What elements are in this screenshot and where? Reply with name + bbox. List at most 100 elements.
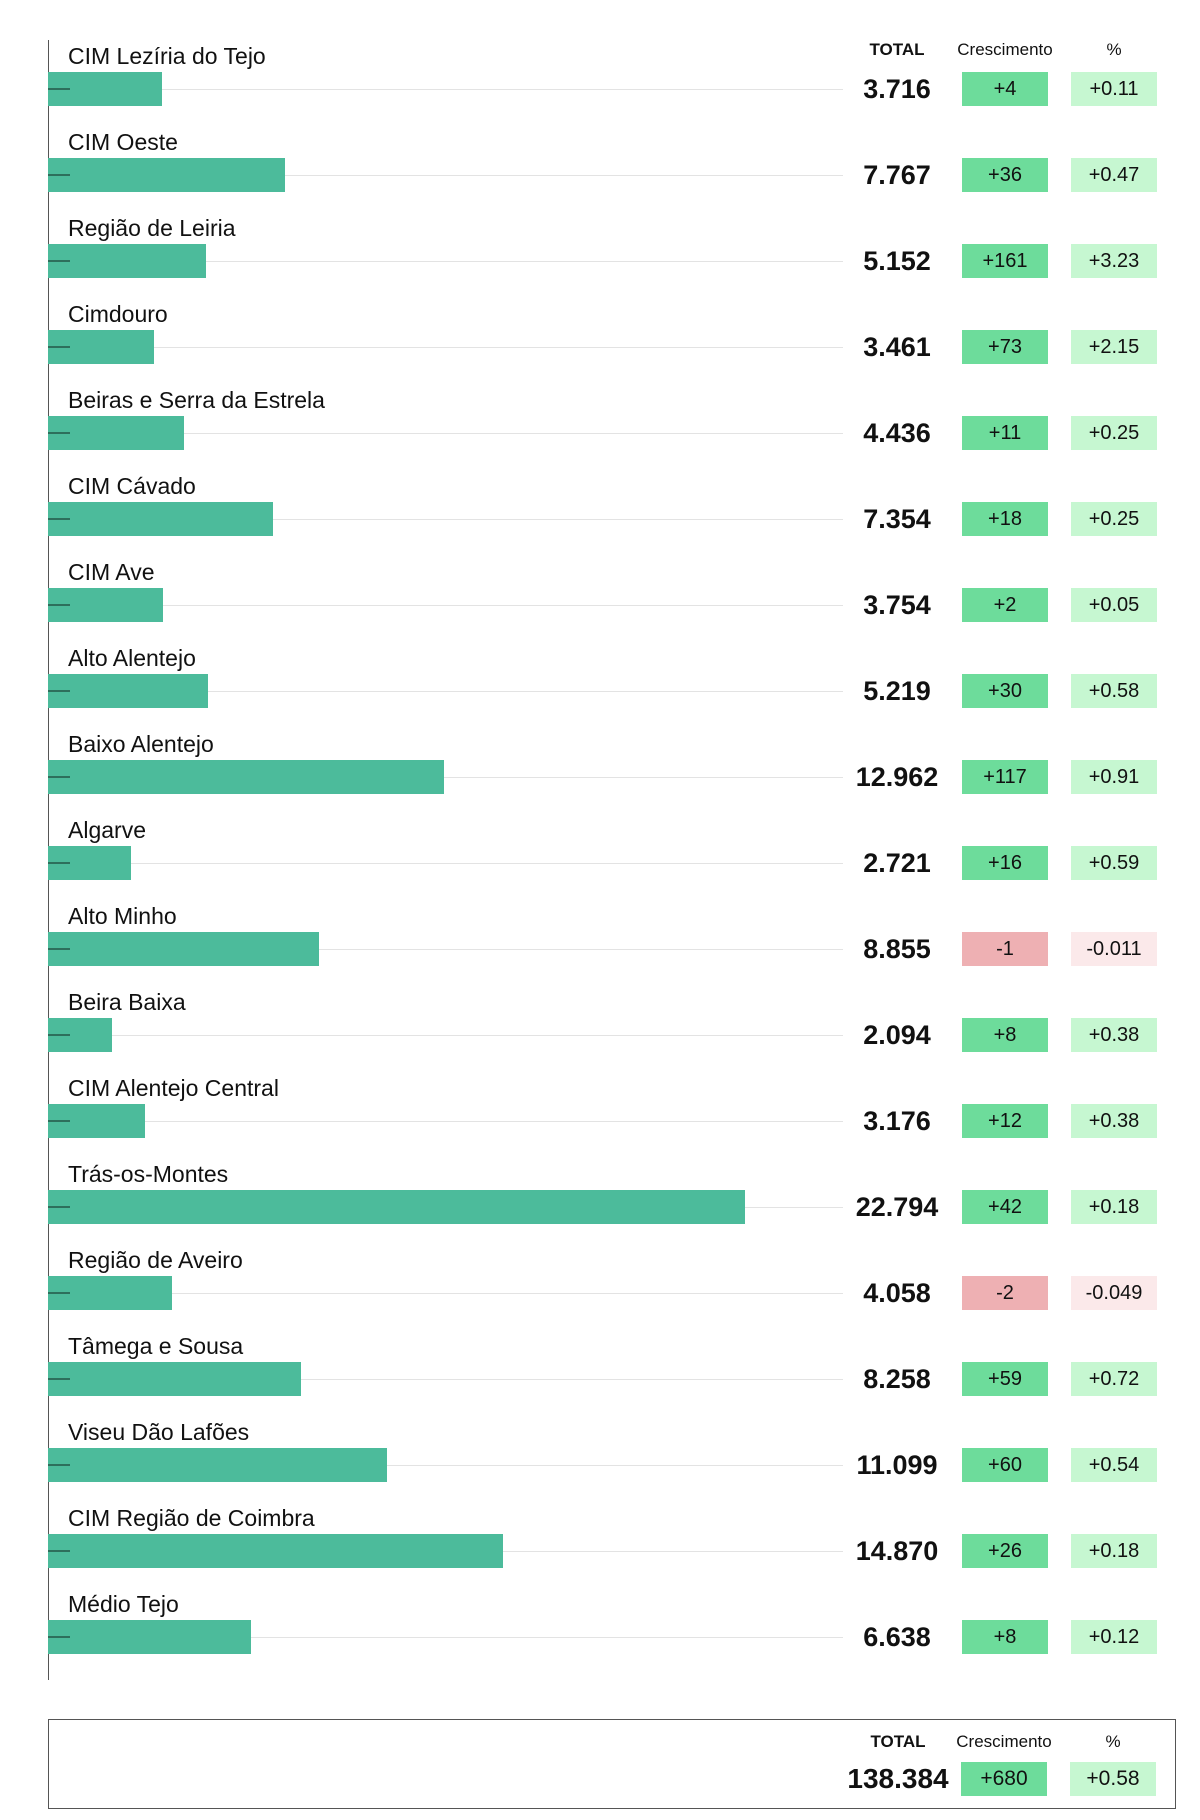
pct-badge: +0.11 [1071, 72, 1157, 106]
growth-badge: +12 [962, 1104, 1048, 1138]
pct-badge: +0.38 [1071, 1018, 1157, 1052]
growth-badge: +60 [962, 1448, 1048, 1482]
total-value: 5.219 [863, 676, 931, 706]
guide-line [48, 261, 843, 262]
chart-row: Alto Minho 8.855 -1 -0.011 [0, 902, 1200, 988]
total-value: 3.461 [863, 332, 931, 362]
pct-badge: +0.47 [1071, 158, 1157, 192]
axis-tick [48, 1206, 70, 1208]
bar [48, 1448, 387, 1482]
growth-badge: +59 [962, 1362, 1048, 1396]
total-value: 3.176 [863, 1106, 931, 1136]
chart-row: Beiras e Serra da Estrela 4.436 +11 +0.25 [0, 386, 1200, 472]
total-value: 12.962 [855, 762, 939, 792]
category-label: CIM Alentejo Central [68, 1075, 279, 1101]
summary-header-total: TOTAL [870, 1732, 926, 1751]
category-label: CIM Oeste [68, 129, 178, 155]
category-label: Cimdouro [68, 301, 168, 327]
guide-line [48, 89, 843, 90]
chart-row: Baixo Alentejo 12.962 +117 +0.91 [0, 730, 1200, 816]
category-label: Médio Tejo [68, 1591, 179, 1617]
header-pct: % [1106, 40, 1122, 59]
bar [48, 1534, 503, 1568]
growth-badge: +73 [962, 330, 1048, 364]
guide-line [48, 1379, 843, 1380]
total-value: 14.870 [855, 1536, 939, 1566]
category-label: Beiras e Serra da Estrela [68, 387, 325, 413]
pct-badge: +0.12 [1071, 1620, 1157, 1654]
chart-row: CIM Oeste 7.767 +36 +0.47 [0, 128, 1200, 214]
axis-tick [48, 1120, 70, 1122]
category-label: CIM Lezíria do Tejo [68, 43, 266, 69]
bar [48, 1362, 301, 1396]
pct-badge: +0.18 [1071, 1190, 1157, 1224]
pct-badge: -0.011 [1071, 932, 1157, 966]
pct-badge: +0.91 [1071, 760, 1157, 794]
pct-badge: +0.05 [1071, 588, 1157, 622]
axis-tick [48, 948, 70, 950]
guide-line [48, 605, 843, 606]
chart-row: Viseu Dão Lafões 11.099 +60 +0.54 [0, 1418, 1200, 1504]
chart-row: Alto Alentejo 5.219 +30 +0.58 [0, 644, 1200, 730]
bar [48, 1620, 251, 1654]
guide-line [48, 1293, 843, 1294]
pct-badge: +0.25 [1071, 416, 1157, 450]
axis-tick [48, 432, 70, 434]
chart-row: Trás-os-Montes 22.794 +42 +0.18 [0, 1160, 1200, 1246]
guide-line [48, 863, 843, 864]
total-value: 7.767 [863, 160, 931, 190]
pct-badge: +0.58 [1071, 674, 1157, 708]
chart-row: Região de Leiria 5.152 +161 +3.23 [0, 214, 1200, 300]
axis-tick [48, 88, 70, 90]
guide-line [48, 1465, 843, 1466]
category-label: Alto Alentejo [68, 645, 196, 671]
category-label: CIM Ave [68, 559, 155, 585]
axis-tick [48, 604, 70, 606]
axis-tick [48, 1292, 70, 1294]
guide-line [48, 1637, 843, 1638]
guide-line [48, 1035, 843, 1036]
pct-badge: +0.59 [1071, 846, 1157, 880]
guide-line [48, 519, 843, 520]
axis-tick [48, 1550, 70, 1552]
header-growth: Crescimento [957, 40, 1053, 59]
guide-line [48, 347, 843, 348]
header-total: TOTAL [869, 40, 925, 59]
summary-header-growth: Crescimento [956, 1732, 1052, 1751]
growth-badge: -2 [962, 1276, 1048, 1310]
growth-badge: +161 [962, 244, 1048, 278]
pct-badge: +2.15 [1071, 330, 1157, 364]
pct-badge: +0.54 [1071, 1448, 1157, 1482]
growth-badge: +16 [962, 846, 1048, 880]
axis-tick [48, 1378, 70, 1380]
growth-badge: +30 [962, 674, 1048, 708]
pct-badge: +0.72 [1071, 1362, 1157, 1396]
category-label: Tâmega e Sousa [68, 1333, 244, 1359]
bar [48, 244, 206, 278]
total-value: 4.058 [863, 1278, 931, 1308]
growth-badge: +36 [962, 158, 1048, 192]
guide-line [48, 691, 843, 692]
total-value: 3.716 [863, 74, 931, 104]
pct-badge: +0.38 [1071, 1104, 1157, 1138]
guide-line [48, 1121, 843, 1122]
axis-tick [48, 346, 70, 348]
chart-row: Beira Baixa 2.094 +8 +0.38 [0, 988, 1200, 1074]
growth-badge: +4 [962, 72, 1048, 106]
axis-tick [48, 1034, 70, 1036]
chart-row: Algarve 2.721 +16 +0.59 [0, 816, 1200, 902]
total-value: 2.721 [863, 848, 931, 878]
bar [48, 1190, 745, 1224]
total-value: 5.152 [863, 246, 931, 276]
axis-tick [48, 174, 70, 176]
guide-line [48, 175, 843, 176]
chart-row: CIM Região de Coimbra 14.870 +26 +0.18 [0, 1504, 1200, 1590]
total-value: 2.094 [863, 1020, 931, 1050]
axis-tick [48, 690, 70, 692]
chart-row: CIM Ave 3.754 +2 +0.05 [0, 558, 1200, 644]
category-label: Trás-os-Montes [68, 1161, 229, 1187]
total-value: 22.794 [855, 1192, 939, 1222]
total-value: 11.099 [856, 1450, 938, 1480]
chart-row: Tâmega e Sousa 8.258 +59 +0.72 [0, 1332, 1200, 1418]
category-label: Alto Minho [68, 903, 177, 929]
